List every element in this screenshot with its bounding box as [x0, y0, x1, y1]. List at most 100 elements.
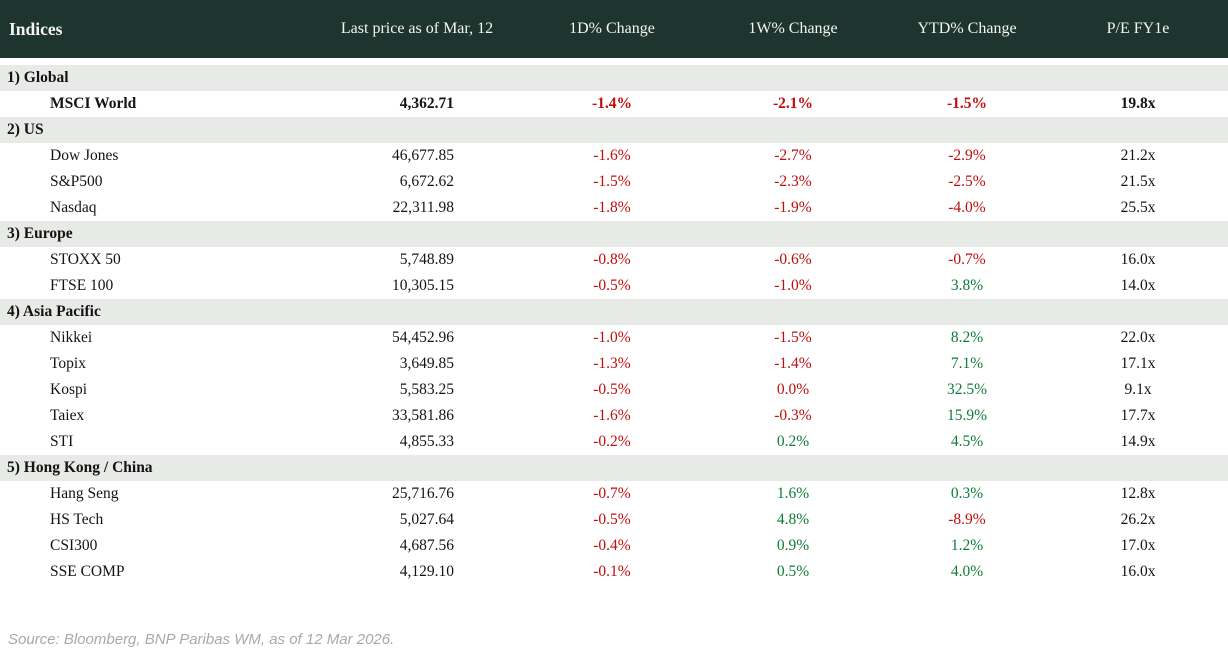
table-body: 1) Global MSCI World 4,362.71 -1.4% -2.1% -1.… — [0, 65, 1228, 585]
change-1d-cell: -1.6% — [593, 407, 631, 424]
table-row: Nasdaq 22,311.98 -1.8% -1.9% -4.0% 25.5x — [0, 195, 1228, 221]
table-row: Dow Jones 46,677.85 -1.6% -2.7% -2.9% 21.2x — [0, 143, 1228, 169]
index-name-cell: CSI300 — [50, 537, 98, 554]
change-1w-cell: 0.0% — [776, 381, 810, 398]
last-price-cell: 4,855.33 — [399, 433, 454, 450]
pe-fy1e-cell: 17.1x — [1120, 355, 1156, 372]
header-ytd-change: YTD% Change — [917, 20, 1017, 37]
table-row: Kospi 5,583.25 -0.5% 0.0% 32.5% 9.1x — [0, 377, 1228, 403]
header-indices: Indices — [9, 18, 63, 39]
table-row: S&P500 6,672.62 -1.5% -2.3% -2.5% 21.5x — [0, 169, 1228, 195]
last-price-cell: 5,027.64 — [399, 511, 454, 528]
last-price-cell: 5,583.25 — [399, 381, 454, 398]
section-row: 2) US — [0, 117, 1228, 143]
last-price-cell: 54,452.96 — [392, 329, 454, 346]
change-1d-cell: -1.0% — [593, 329, 631, 346]
change-1d-cell: -0.1% — [593, 563, 631, 580]
index-name-cell: Topix — [50, 355, 86, 372]
change-ytd-cell: 0.3% — [950, 485, 984, 502]
last-price-cell: 4,362.71 — [399, 95, 454, 112]
index-name-cell: Kospi — [50, 381, 88, 398]
header-last-price: Last price as of Mar, 12 — [340, 20, 494, 37]
index-name-cell: Nikkei — [50, 329, 93, 346]
last-price-cell: 33,581.86 — [392, 407, 454, 424]
change-ytd-cell: -8.9% — [948, 511, 986, 528]
change-1w-cell: 0.5% — [776, 563, 810, 580]
last-price-cell: 4,129.10 — [399, 563, 454, 580]
pe-fy1e-cell: 17.7x — [1120, 407, 1156, 424]
change-1w-cell: 1.6% — [776, 485, 810, 502]
source-note: Source: Bloomberg, BNP Paribas WM, as of… — [8, 631, 395, 648]
change-ytd-cell: -1.5% — [946, 95, 988, 112]
table-row: MSCI World 4,362.71 -1.4% -2.1% -1.5% 19.8x — [0, 91, 1228, 117]
change-ytd-cell: 4.5% — [950, 433, 984, 450]
table-row: STOXX 50 5,748.89 -0.8% -0.6% -0.7% 16.0x — [0, 247, 1228, 273]
last-price-cell: 46,677.85 — [392, 147, 454, 164]
index-name-cell: HS Tech — [50, 511, 104, 528]
change-ytd-cell: -2.5% — [948, 173, 986, 190]
change-ytd-cell: -4.0% — [948, 199, 986, 216]
index-name-cell: STI — [50, 433, 74, 450]
change-1d-cell: -1.4% — [591, 95, 633, 112]
section-row: 4) Asia Pacific — [0, 299, 1228, 325]
header-pe-fy1e: P/E FY1e — [1106, 20, 1170, 37]
change-ytd-cell: 4.0% — [950, 563, 984, 580]
change-1d-cell: -0.5% — [593, 381, 631, 398]
last-price-cell: 5,748.89 — [399, 251, 454, 268]
table-row: Topix 3,649.85 -1.3% -1.4% 7.1% 17.1x — [0, 351, 1228, 377]
change-ytd-cell: 1.2% — [950, 537, 984, 554]
change-1w-cell: -1.9% — [774, 199, 812, 216]
pe-fy1e-cell: 25.5x — [1120, 199, 1156, 216]
change-1d-cell: -1.3% — [593, 355, 631, 372]
table-row: FTSE 100 10,305.15 -0.5% -1.0% 3.8% 14.0x — [0, 273, 1228, 299]
section-row: 1) Global — [0, 65, 1228, 91]
change-ytd-cell: 8.2% — [950, 329, 984, 346]
table-row: SSE COMP 4,129.10 -0.1% 0.5% 4.0% 16.0x — [0, 559, 1228, 585]
table-row: STI 4,855.33 -0.2% 0.2% 4.5% 14.9x — [0, 429, 1228, 455]
last-price-cell: 4,687.56 — [399, 537, 454, 554]
index-name-cell: MSCI World — [50, 95, 137, 112]
pe-fy1e-cell: 17.0x — [1120, 537, 1156, 554]
pe-fy1e-cell: 14.9x — [1120, 433, 1156, 450]
section-row: 3) Europe — [0, 221, 1228, 247]
change-1w-cell: -1.4% — [774, 355, 812, 372]
pe-fy1e-cell: 21.5x — [1120, 173, 1156, 190]
section-row: 5) Hong Kong / China — [0, 455, 1228, 481]
pe-fy1e-cell: 26.2x — [1120, 511, 1156, 528]
pe-fy1e-cell: 22.0x — [1120, 329, 1156, 346]
change-ytd-cell: -2.9% — [948, 147, 986, 164]
change-1w-cell: -0.3% — [774, 407, 812, 424]
pe-fy1e-cell: 21.2x — [1120, 147, 1156, 164]
table-row: Hang Seng 25,716.76 -0.7% 1.6% 0.3% 12.8x — [0, 481, 1228, 507]
index-name-cell: Nasdaq — [50, 199, 97, 216]
change-ytd-cell: 7.1% — [950, 355, 984, 372]
pe-fy1e-cell: 16.0x — [1120, 563, 1156, 580]
index-name-cell: STOXX 50 — [50, 251, 121, 268]
table-row: HS Tech 5,027.64 -0.5% 4.8% -8.9% 26.2x — [0, 507, 1228, 533]
pe-fy1e-cell: 14.0x — [1120, 277, 1156, 294]
change-ytd-cell: 32.5% — [946, 381, 988, 398]
index-name-cell: S&P500 — [50, 173, 103, 190]
header-gap — [0, 58, 1228, 65]
pe-fy1e-cell: 9.1x — [1124, 381, 1152, 398]
change-1w-cell: -1.0% — [774, 277, 812, 294]
change-1d-cell: -1.6% — [593, 147, 631, 164]
pe-fy1e-cell: 16.0x — [1120, 251, 1156, 268]
last-price-cell: 6,672.62 — [399, 173, 454, 190]
change-1w-cell: -1.5% — [774, 329, 812, 346]
index-name-cell: FTSE 100 — [50, 277, 114, 294]
header-1d-change: 1D% Change — [569, 20, 655, 37]
index-name-cell: Hang Seng — [50, 485, 119, 502]
change-1d-cell: -0.4% — [593, 537, 631, 554]
change-1d-cell: -0.2% — [593, 433, 631, 450]
last-price-cell: 25,716.76 — [392, 485, 454, 502]
change-1w-cell: -2.1% — [772, 95, 814, 112]
change-1d-cell: -0.8% — [593, 251, 631, 268]
index-name-cell: Taiex — [50, 407, 85, 424]
change-1w-cell: -0.6% — [774, 251, 812, 268]
pe-fy1e-cell: 19.8x — [1120, 95, 1156, 112]
table-header: Indices Last price as of Mar, 12 1D% Cha… — [0, 0, 1228, 58]
change-1w-cell: -2.7% — [774, 147, 812, 164]
change-1w-cell: 0.2% — [776, 433, 810, 450]
table-row: Taiex 33,581.86 -1.6% -0.3% 15.9% 17.7x — [0, 403, 1228, 429]
